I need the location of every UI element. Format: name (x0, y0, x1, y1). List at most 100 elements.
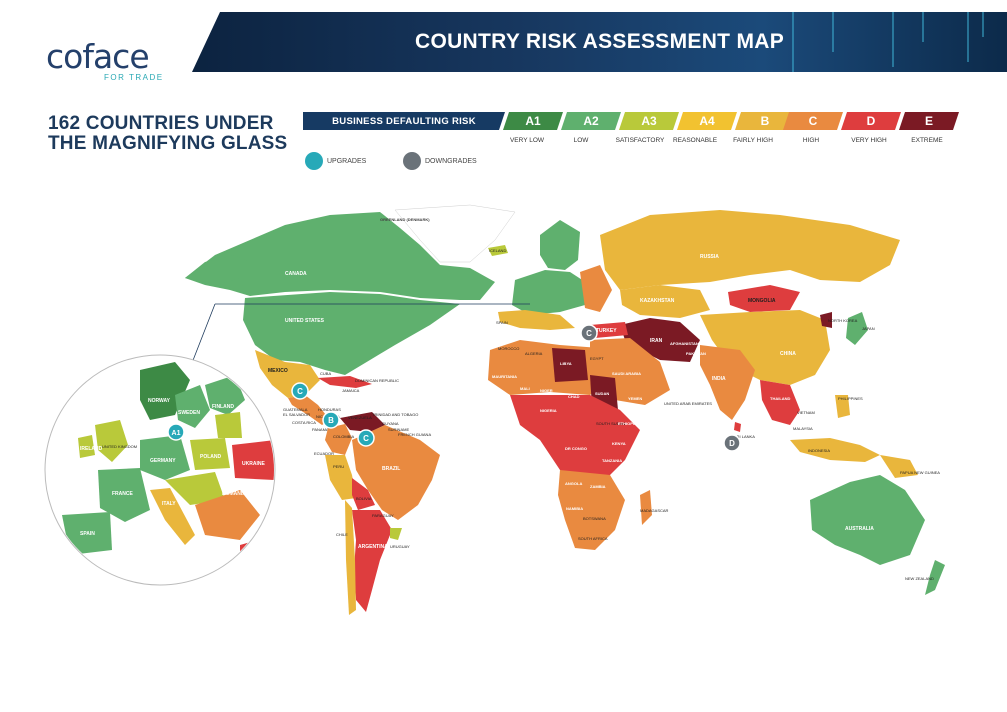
legend-a1: A1 (503, 112, 563, 130)
title-banner: COUNTRY RISK ASSESSMENT MAP (192, 12, 1007, 72)
zoom-label-norway: NORWAY (148, 398, 171, 404)
legend-upgrades-label: UPGRADES (327, 157, 367, 165)
label-tanzania: TANZANIA (602, 458, 622, 463)
coface-logo: coface FOR TRADE (46, 40, 176, 84)
label-costa-rica: COSTA RICA (292, 420, 316, 425)
label-thailand: THAILAND (770, 396, 791, 401)
canada-region (185, 212, 495, 300)
central-africa-region (510, 395, 640, 482)
label-india: INDIA (712, 376, 726, 382)
zoom-label-germany: GERMANY (150, 458, 176, 464)
label-iceland: ICELAND (489, 248, 506, 253)
label-mauritania: MAURITANIA (492, 374, 517, 379)
zoom-spain-region (62, 512, 112, 555)
label-canada: CANADA (285, 271, 307, 277)
label-dominican-republic: DOMINICAN REPUBLIC (355, 378, 399, 383)
zoom-label-uk: UNITED KINGDOM (102, 444, 137, 449)
label-ecuador: ECUADOR (314, 451, 334, 456)
label-honduras: HONDURAS (318, 407, 341, 412)
zoom-label-finland: FINLAND (212, 404, 234, 410)
zoom-label-sweden: SWEDEN (178, 410, 200, 416)
label-trinidad: TRINIDAD AND TOBAGO (372, 412, 418, 417)
marker-middle-east[interactable]: C (580, 324, 598, 342)
legend-d: D (841, 112, 901, 130)
risk-legend-label: BUSINESS DEFAULTING RISK (303, 112, 505, 130)
western-europe-region (512, 270, 590, 315)
label-iran: IRAN (650, 338, 663, 344)
label-kenya: KENYA (612, 441, 626, 446)
legend-a1-text: VERY LOW (509, 137, 545, 144)
label-south-sudan: SOUTH SUDAN (596, 421, 625, 426)
zoom-label-italy: ITALY (162, 501, 176, 507)
logo-brand: coface (46, 37, 150, 76)
zoom-label-ireland: IRELAND (80, 446, 103, 452)
label-russia: RUSSIA (700, 254, 719, 260)
marker-mexico-caribbean[interactable]: C (291, 382, 309, 400)
label-guatemala: GUATEMALA (283, 407, 308, 412)
label-algeria: ALGERIA (525, 351, 543, 356)
southeast-asia-region (760, 380, 800, 425)
legend-a3-text: SATISFACTORY (615, 137, 665, 144)
legend-b: B (735, 112, 795, 130)
indonesia-region (790, 438, 880, 462)
label-niger: NIGER (540, 388, 553, 393)
label-chile: CHILE (336, 532, 348, 537)
caribbean-region (318, 376, 372, 388)
label-china: CHINA (780, 351, 796, 357)
marker-sri-lanka[interactable]: D (723, 434, 741, 452)
zoom-uk-region (95, 420, 128, 462)
zoom-ireland-region (78, 435, 95, 458)
label-madagascar: MADAGASCAR (640, 508, 669, 513)
label-png: PAPUA NEW GUINEA (900, 470, 940, 475)
label-sudan: SUDAN (595, 391, 609, 396)
legend-e: E (899, 112, 959, 130)
label-dr-congo: DR CONGO (565, 446, 587, 451)
venezuela-region (340, 412, 385, 432)
sri-lanka-region (734, 422, 741, 432)
label-indonesia: INDONESIA (808, 448, 830, 453)
marker-label: C (586, 329, 592, 338)
europe-magnifier: NORWAY SWEDEN FINLAND GERMANY POLAND FRA… (44, 354, 276, 586)
label-uae: UNITED ARAB EMIRATES (664, 401, 712, 406)
philippines-region (835, 395, 850, 418)
label-panama: PANAMA (312, 427, 329, 432)
legend-a2: A2 (561, 112, 621, 130)
legend-a2-text: LOW (573, 137, 589, 144)
marker-label: C (297, 387, 303, 396)
zoom-germany-region (140, 435, 190, 480)
alaska-region (185, 255, 250, 285)
label-angola: ANGOLA (565, 481, 582, 486)
label-pakistan: PAKISTAN (686, 351, 706, 356)
legend-c-text: HIGH (802, 137, 820, 144)
label-greenland: GREENLAND (DENMARK) (380, 217, 430, 222)
label-namibia: NAMIBIA (566, 506, 583, 511)
brazil-region (352, 425, 440, 520)
marker-colombia[interactable]: C (357, 429, 375, 447)
turkey-region (590, 322, 628, 338)
zoom-france-region (98, 468, 150, 522)
india-region (700, 345, 755, 420)
legend-e-text: EXTREME (911, 137, 943, 144)
zoom-label-ukraine: UKRAINE (242, 461, 265, 467)
legend-upgrades: UPGRADES (305, 152, 366, 170)
greenland-region (394, 204, 516, 263)
scandinavia-region (540, 220, 580, 270)
southern-africa-region (558, 470, 625, 550)
uruguay-region (390, 528, 402, 540)
label-chad: CHAD (568, 394, 580, 399)
label-brazil: BRAZIL (382, 466, 400, 472)
legend-downgrades: DOWNGRADES (403, 152, 477, 170)
madagascar-region (640, 490, 652, 525)
zoom-central-region (165, 472, 225, 505)
marker-costa-rica[interactable]: B (322, 411, 340, 429)
label-suriname: SURINAME (388, 427, 409, 432)
marker-europe-zoom[interactable]: A1 (167, 423, 185, 441)
zoom-sweden-region (175, 385, 210, 428)
label-philippines: PHILIPPINES (838, 396, 863, 401)
world-risk-map: GREENLAND (DENMARK) CANADA UNITED STATES… (44, 204, 945, 615)
colombia-region (325, 424, 352, 455)
kazakhstan-region (620, 285, 710, 318)
marker-label: D (729, 439, 735, 448)
japan-region (846, 312, 868, 345)
marker-label: B (328, 416, 334, 425)
